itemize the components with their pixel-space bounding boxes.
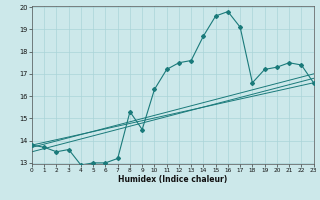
X-axis label: Humidex (Indice chaleur): Humidex (Indice chaleur) — [118, 175, 228, 184]
